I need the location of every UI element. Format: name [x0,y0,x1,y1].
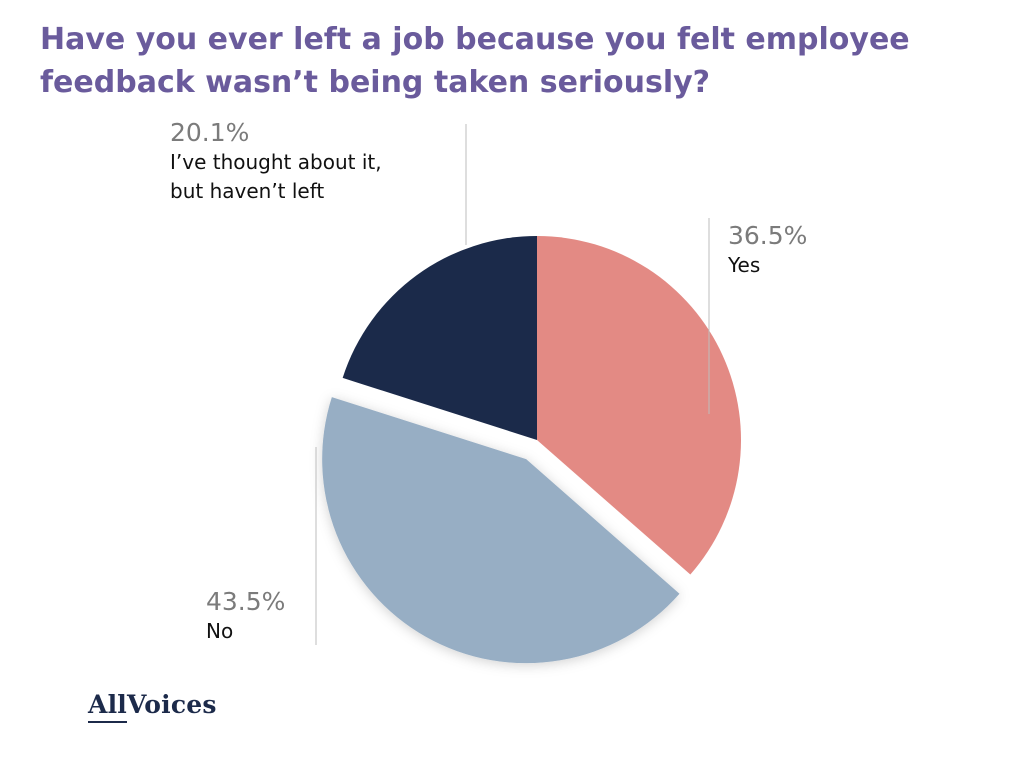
slice-value-label-no: 43.5% [206,587,285,616]
slice-category-label-i-ve-thought-about-it-but-haven-t-left: I’ve thought about it, [170,150,382,174]
chart-title: Have you ever left a job because you fel… [40,22,910,100]
slice-value-label-i-ve-thought-about-it-but-haven-t-left: 20.1% [170,118,249,147]
slice-category-label-i-ve-thought-about-it-but-haven-t-left: but haven’t left [170,179,324,203]
logo-part-all: All [88,690,127,723]
pie-slice-no [322,397,680,664]
slice-category-label-yes: Yes [727,253,760,277]
logo-part-voices: Voices [127,690,217,719]
allvoices-logo: AllVoices [88,690,217,723]
pie-slice-i-ve-thought-about-it-but-haven-t-left [342,236,537,440]
slice-value-label-yes: 36.5% [728,221,807,250]
slice-category-label-no: No [206,619,233,643]
pie-slice-yes [537,236,742,575]
